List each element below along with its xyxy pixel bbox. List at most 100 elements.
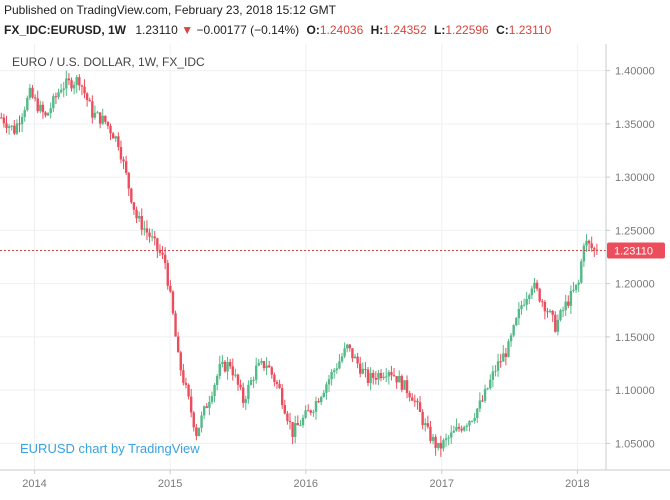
candle-body [431, 436, 435, 441]
candle-body [5, 123, 8, 128]
price-tick-label: 1.05000 [615, 438, 655, 450]
candle-body [504, 353, 508, 357]
candle-body [463, 426, 466, 431]
candle-body [340, 356, 344, 362]
candle-body [395, 376, 398, 383]
candle-body [161, 252, 164, 255]
candle-body [442, 440, 445, 449]
candle-body [421, 411, 424, 426]
candle-body [546, 311, 549, 313]
candle-body [338, 361, 341, 369]
candle-body [65, 78, 68, 89]
candle-body [476, 408, 479, 418]
price-tick-label: 1.15000 [615, 332, 655, 344]
price-tick-label: 1.25000 [615, 225, 655, 237]
candle-body [104, 115, 107, 122]
price-axis[interactable]: 1.40000 1.35000 1.30000 1.25000 1.20000 1.150… [606, 66, 655, 451]
candle-body [169, 285, 172, 292]
candle-body [416, 400, 419, 403]
candle-body [156, 238, 159, 250]
candle-body [140, 216, 143, 230]
candlestick-chart[interactable]: 1.40000 1.35000 1.30000 1.25000 1.20000 1.150… [0, 44, 670, 495]
candle-body [307, 410, 310, 412]
candle-body [450, 432, 453, 438]
candle-body [67, 78, 71, 81]
time-axis[interactable]: 2014 2015 2016 2017 2018 [22, 470, 590, 490]
chart-title: EURO / U.S. DOLLAR, 1W, FX_IDC [12, 55, 205, 69]
candle-body [288, 420, 292, 423]
candle-body [533, 282, 536, 289]
high-label: H: [370, 23, 384, 37]
candle-body [80, 85, 84, 87]
candle-body [49, 108, 52, 113]
candle-body [215, 376, 219, 386]
low-value: 1.22596 [445, 23, 489, 37]
candle-body [286, 413, 289, 421]
candle-body [124, 161, 128, 173]
candle-body [119, 146, 123, 160]
candle-body [184, 382, 188, 385]
candle-body [517, 309, 521, 319]
candle-body [390, 372, 393, 376]
candle-body [377, 372, 380, 380]
candle-body [39, 104, 42, 112]
candle-body [489, 379, 492, 389]
candle-body [322, 392, 326, 397]
candle-body [23, 110, 26, 118]
last-price-badge-bg [607, 242, 665, 259]
candle-body [106, 121, 110, 126]
candle-body [400, 375, 404, 390]
candle-body [143, 228, 146, 230]
candle-body [351, 348, 354, 359]
candle-body [44, 112, 47, 116]
candle-body [296, 423, 299, 426]
time-tick-label: 2018 [565, 478, 589, 490]
candle-body [59, 89, 63, 93]
candle-body [512, 325, 515, 336]
candle-body [473, 417, 476, 421]
candle-body [408, 393, 411, 398]
candle-body [135, 209, 138, 219]
candle-body [283, 405, 286, 414]
high-value: 1.24352 [383, 23, 427, 37]
candle-body [153, 236, 156, 239]
candle-body [528, 295, 531, 299]
candle-body [117, 136, 120, 147]
candle-body [369, 372, 372, 383]
candle-body [267, 365, 271, 368]
candle-body [559, 310, 562, 320]
candle-body [127, 172, 130, 189]
candle-body [382, 376, 385, 379]
candle-body [405, 380, 409, 394]
candle-body [0, 117, 3, 119]
candle-body [210, 396, 214, 402]
candle-body [301, 417, 305, 426]
candle-body [457, 426, 461, 429]
candle-body [330, 371, 333, 380]
candle-body [41, 104, 45, 113]
candle-body [78, 77, 81, 86]
price-tick-label: 1.30000 [615, 172, 655, 184]
candle-body [535, 282, 539, 289]
candle-body [244, 399, 247, 403]
open-label: O: [306, 23, 320, 37]
candle-body [499, 361, 502, 363]
candle-body [538, 288, 541, 302]
candle-body [413, 400, 417, 402]
close-label: C: [496, 23, 509, 37]
candle-body [91, 101, 94, 118]
chart-container[interactable]: 1.40000 1.35000 1.30000 1.25000 1.20000 1.150… [0, 44, 670, 495]
time-tick-label: 2014 [22, 478, 46, 490]
candle-body [197, 427, 201, 436]
candle-body [202, 406, 206, 416]
price-change: −0.00177 (−0.14%) [196, 23, 300, 37]
candle-body [577, 282, 580, 285]
candle-body [218, 363, 221, 377]
candle-body [96, 112, 99, 114]
symbol-label[interactable]: FX_IDC:EURUSD, 1W [4, 23, 127, 37]
candle-body [593, 248, 596, 250]
candle-body [260, 361, 263, 363]
candle-body [247, 384, 250, 400]
candle-body [262, 361, 266, 369]
candle-body [252, 379, 255, 381]
